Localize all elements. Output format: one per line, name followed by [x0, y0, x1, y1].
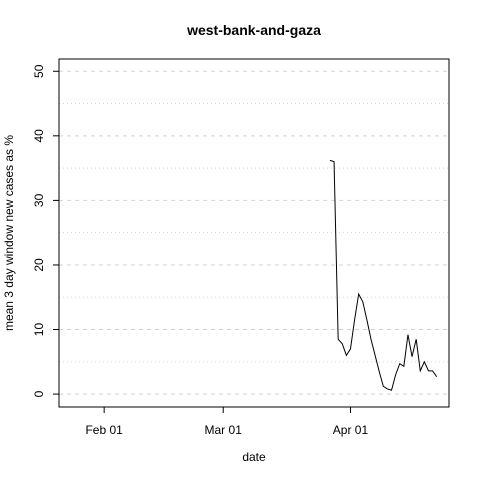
y-tick-label: 40	[32, 129, 46, 143]
y-tick-label: 50	[32, 64, 46, 78]
y-tick-label: 20	[32, 258, 46, 272]
y-tick-label: 10	[32, 323, 46, 337]
y-tick-label: 0	[32, 390, 46, 397]
x-tick-label: Apr 01	[333, 423, 369, 437]
chart-title: west-bank-and-gaza	[186, 22, 321, 38]
x-tick-label: Feb 01	[85, 423, 123, 437]
x-axis-label: date	[242, 450, 266, 464]
y-tick-label: 30	[32, 193, 46, 207]
x-tick-label: Mar 01	[205, 423, 243, 437]
plot-frame	[58, 58, 450, 408]
data-line	[329, 159, 438, 391]
y-axis-label: mean 3 day window new cases as %	[2, 135, 16, 331]
